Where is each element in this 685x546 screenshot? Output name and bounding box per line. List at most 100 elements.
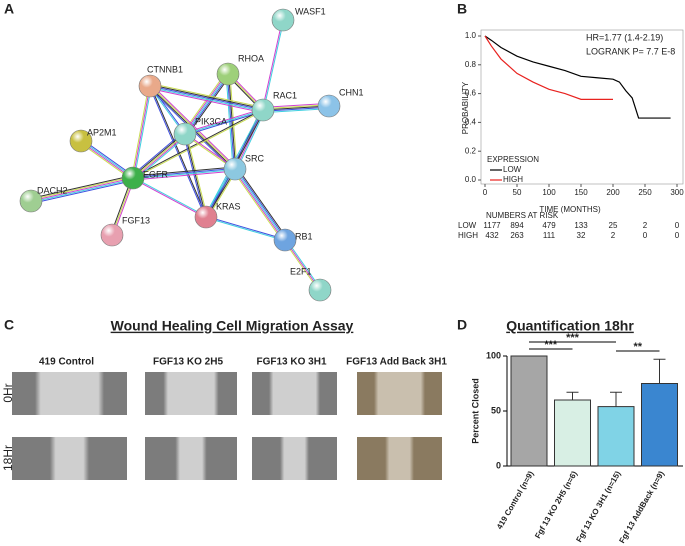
network-edge [132, 178, 206, 219]
micrograph [145, 437, 237, 480]
y-tick-label: 0.2 [465, 146, 477, 155]
risk-value: 432 [485, 231, 499, 240]
column-header: FGF13 KO 3H1 [256, 357, 326, 368]
network-edge [184, 109, 264, 135]
bar [510, 355, 548, 467]
network-node [251, 98, 275, 122]
x-tick-label: 200 [606, 188, 620, 197]
row-label: 0Hr [1, 383, 15, 402]
network-node [271, 8, 295, 32]
network-edge [184, 108, 263, 134]
node-label: WASF1 [295, 6, 326, 16]
network-edge [235, 167, 287, 240]
risk-value: 25 [609, 221, 618, 230]
risk-title: NUMBERS AT RISK [486, 211, 559, 220]
network-edge [150, 82, 264, 108]
x-tick-label: Fgf 13 KO 3H1 (n=15) [574, 469, 622, 544]
micrograph [357, 437, 442, 480]
legend-label: HIGH [503, 175, 523, 184]
network-edge [185, 110, 264, 136]
y-tick-label: 0 [496, 460, 501, 470]
y-tick-label: 0.4 [465, 118, 477, 127]
node-label: SRC [245, 153, 265, 163]
chart-title: Quantification 18hr [506, 318, 634, 334]
network-edge [183, 134, 206, 218]
node-label: RHOA [238, 53, 264, 63]
network-edge [206, 215, 286, 240]
network-edge [151, 84, 237, 168]
y-tick-label: 50 [491, 405, 501, 415]
row-label: 18Hr [1, 445, 15, 471]
risk-value: 894 [510, 221, 524, 230]
network-edge [263, 20, 285, 111]
network-edge [132, 167, 235, 178]
stat-text: LOGRANK P= 7.7 E-8 [586, 46, 675, 56]
panel-label: D [457, 317, 467, 333]
network-node [121, 166, 145, 190]
node-label: KRAS [216, 201, 241, 211]
x-tick-label: 0 [483, 188, 488, 197]
network-node [223, 157, 247, 181]
network-node [173, 122, 197, 146]
network-node [138, 74, 162, 98]
network-edge [205, 217, 285, 242]
y-axis-label: Percent Closed [470, 378, 480, 444]
significance-label: *** [566, 332, 580, 344]
panel-label: C [4, 317, 14, 333]
network-edge [30, 177, 134, 202]
significance-label: *** [544, 339, 558, 351]
legend-label: LOW [503, 165, 522, 174]
x-tick-label: 150 [574, 188, 588, 197]
network-node [19, 189, 43, 213]
significance-label: ** [633, 341, 642, 353]
survival-curve [484, 35, 613, 100]
column-header: FGF13 Add Back 3H1 [346, 357, 447, 368]
risk-value: 1177 [483, 221, 501, 230]
risk-value: 263 [510, 231, 524, 240]
y-tick-label: 100 [486, 350, 501, 360]
network-node [308, 278, 332, 302]
x-tick-label: 250 [638, 188, 652, 197]
plot-frame [480, 29, 684, 185]
network-edge [131, 132, 185, 178]
node-label: EGFR [143, 169, 169, 179]
micrograph [145, 372, 237, 415]
y-tick-label: 0.6 [465, 89, 477, 98]
risk-value: 0 [675, 231, 680, 240]
network-edge [236, 167, 288, 239]
bar [554, 399, 591, 467]
x-tick-label: 419 Control (n=9) [495, 469, 536, 531]
network-edge [184, 133, 207, 218]
network-edge [133, 134, 187, 180]
network-node [100, 223, 124, 247]
micrograph [252, 437, 337, 480]
network-edge [30, 174, 133, 199]
x-tick-label: 300 [670, 188, 684, 197]
risk-value: 111 [543, 231, 556, 240]
network-edge [132, 85, 151, 179]
network-edge [185, 133, 208, 217]
risk-value: 32 [577, 231, 586, 240]
network-edge [131, 85, 150, 178]
network-edge [134, 135, 188, 181]
network-edge [262, 102, 329, 108]
network-edge [133, 170, 236, 181]
network-edge [133, 86, 152, 179]
node-label: PIK3CA [195, 116, 227, 126]
risk-row-label: LOW [458, 221, 477, 230]
node-label: RB1 [295, 231, 313, 241]
network-edge [150, 85, 208, 217]
risk-value: 133 [574, 221, 588, 230]
error-bar [653, 358, 666, 384]
x-tick-label: Fgf 13 KO 2H5 (n=6) [533, 469, 579, 540]
risk-value: 2 [643, 221, 648, 230]
x-tick-label: 100 [542, 188, 556, 197]
x-tick-label: 50 [513, 188, 522, 197]
risk-value: 2 [611, 231, 616, 240]
micrograph [12, 372, 127, 415]
x-tick-label: Fgf 13 AddBack (n=9) [617, 469, 666, 545]
network-edge [229, 73, 238, 169]
network-edge [149, 88, 263, 114]
risk-row-label: HIGH [458, 231, 478, 240]
